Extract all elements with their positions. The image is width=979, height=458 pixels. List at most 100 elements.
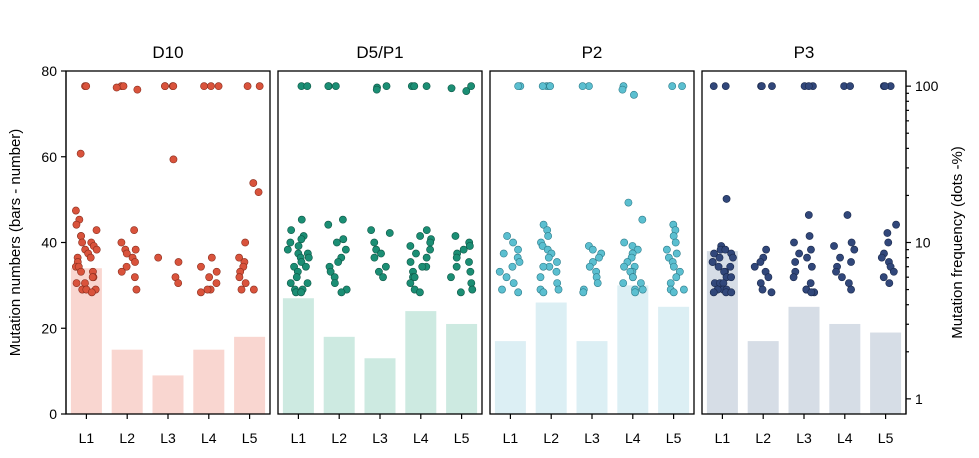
dot xyxy=(254,188,263,197)
dot xyxy=(721,245,730,254)
dot xyxy=(795,249,804,258)
dot xyxy=(709,82,718,91)
dot xyxy=(465,258,473,266)
dot xyxy=(715,253,724,262)
dot xyxy=(197,262,205,271)
dot xyxy=(418,262,427,271)
dot xyxy=(375,267,383,276)
dot xyxy=(382,82,391,91)
bar xyxy=(282,298,314,414)
dot xyxy=(536,273,545,282)
dot xyxy=(750,262,759,271)
dot xyxy=(764,273,773,282)
panel-2: D5/P1 L1 L2 L3 L4 L5 xyxy=(277,43,483,446)
bar xyxy=(494,341,526,414)
dot xyxy=(370,238,379,247)
dot xyxy=(255,82,264,91)
dot xyxy=(847,285,855,294)
dot xyxy=(72,279,81,287)
x-tick-label: L3 xyxy=(584,430,600,446)
dot xyxy=(337,288,346,297)
bar xyxy=(446,323,478,414)
dot xyxy=(422,82,431,91)
dot xyxy=(169,82,178,91)
dot xyxy=(426,245,434,254)
dot xyxy=(666,279,675,287)
dot xyxy=(294,242,303,250)
dot xyxy=(303,82,312,91)
dot xyxy=(334,258,343,266)
dot xyxy=(595,253,603,262)
dot xyxy=(498,285,506,294)
dot xyxy=(630,90,638,99)
dot xyxy=(235,253,243,262)
dot xyxy=(671,238,680,247)
dot xyxy=(509,279,518,287)
bar xyxy=(535,302,567,414)
dot xyxy=(330,279,339,287)
dot xyxy=(722,195,731,203)
dot xyxy=(756,279,765,287)
dot xyxy=(790,238,798,247)
dot xyxy=(538,82,547,91)
dot xyxy=(71,206,80,215)
dot xyxy=(847,238,856,247)
x-tick-label: L1 xyxy=(715,430,731,446)
dot xyxy=(633,245,642,254)
dot xyxy=(675,267,684,276)
dot xyxy=(406,242,415,250)
dot xyxy=(212,279,221,287)
dot xyxy=(708,258,717,266)
left-axis-tick-label: 0 xyxy=(49,406,57,422)
dot xyxy=(669,232,678,240)
dot xyxy=(119,82,128,91)
dot xyxy=(112,83,121,92)
dot xyxy=(416,232,425,240)
dot xyxy=(588,245,597,254)
bar xyxy=(747,341,779,414)
dot xyxy=(131,245,140,254)
dot xyxy=(807,288,816,297)
dot xyxy=(341,245,350,254)
dot xyxy=(619,279,628,287)
dot xyxy=(410,273,419,282)
dot xyxy=(87,288,96,297)
x-tick-label: L4 xyxy=(625,430,641,446)
dot xyxy=(456,288,465,297)
dot xyxy=(544,232,553,240)
dot xyxy=(324,82,333,91)
dot xyxy=(679,285,688,294)
dot xyxy=(86,253,95,262)
x-tick-label: L2 xyxy=(119,430,135,446)
bar xyxy=(576,341,608,414)
bar xyxy=(193,349,225,414)
dot xyxy=(850,245,859,254)
dot xyxy=(668,82,677,91)
bar xyxy=(234,336,266,414)
dot xyxy=(207,82,215,91)
dot xyxy=(791,258,800,266)
x-tick-label: L2 xyxy=(543,430,559,446)
dot xyxy=(805,232,814,240)
dot xyxy=(130,226,139,235)
dot xyxy=(324,220,333,229)
dot xyxy=(422,253,431,262)
right-axis-title: Mutation frequency (dots -%) xyxy=(949,146,966,339)
dot xyxy=(669,288,678,297)
dot xyxy=(546,82,555,91)
dot xyxy=(92,226,101,235)
dot xyxy=(212,267,221,276)
dot xyxy=(729,253,737,262)
dot xyxy=(412,249,420,258)
dot xyxy=(889,267,898,276)
dot xyxy=(678,82,686,91)
x-tick-label: L4 xyxy=(201,430,217,446)
dot xyxy=(287,226,296,235)
dot xyxy=(377,249,385,258)
x-tick-label: L5 xyxy=(878,430,894,446)
dot xyxy=(804,211,813,219)
dot xyxy=(426,238,435,247)
bar xyxy=(405,311,437,414)
x-tick-label: L5 xyxy=(666,430,682,446)
dot xyxy=(82,82,91,91)
